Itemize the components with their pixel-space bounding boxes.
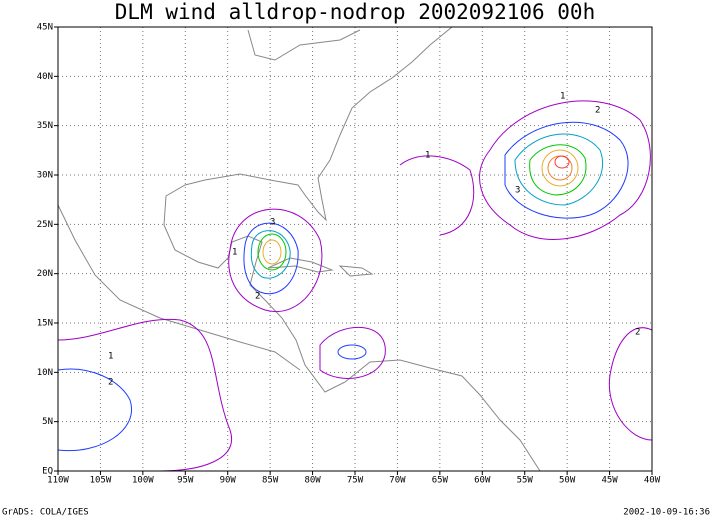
contour — [554, 155, 570, 169]
contour — [250, 230, 291, 279]
y-tick-label: 35N — [37, 121, 53, 131]
contour-label: 3 — [515, 186, 520, 196]
contour — [228, 208, 323, 312]
x-tick-label: 40W — [644, 476, 661, 486]
y-tick-label: 20N — [37, 269, 53, 279]
footer-left: GrADS: COLA/IGES — [2, 508, 89, 518]
y-tick-label: 30N — [37, 171, 53, 181]
y-tick-label: 15N — [37, 319, 53, 329]
contour-label: 1 — [560, 92, 565, 102]
y-tick-label: 40N — [37, 72, 53, 82]
x-tick-label: 90W — [220, 476, 237, 486]
x-tick-label: 60W — [474, 476, 491, 486]
coastline — [57, 26, 541, 472]
coastline — [163, 26, 453, 393]
contour — [529, 144, 587, 196]
x-tick-label: 95W — [177, 476, 194, 486]
x-tick-label: 105W — [90, 476, 112, 486]
y-tick-label: 45N — [37, 23, 53, 33]
island — [338, 265, 374, 277]
x-tick-label: 50W — [559, 476, 576, 486]
x-tick-label: 65W — [432, 476, 449, 486]
contour-label: 2 — [255, 292, 260, 302]
contour — [57, 368, 132, 452]
x-tick-label: 100W — [132, 476, 154, 486]
x-tick-label: 55W — [517, 476, 534, 486]
footer-right: 2002-10-09-16:36 — [623, 508, 710, 518]
x-tick-label: 45W — [601, 476, 618, 486]
x-tick-label: 75W — [347, 476, 364, 486]
contour-label: 1 — [108, 352, 113, 362]
contour-label: 1 — [232, 248, 237, 258]
contour — [504, 121, 629, 219]
y-tick-label: 5N — [42, 417, 53, 427]
x-tick-label: 85W — [262, 476, 279, 486]
coastline — [57, 204, 301, 371]
x-tick-label: 70W — [389, 476, 406, 486]
contour-label: 1 — [425, 151, 430, 161]
y-tick-label: EQ — [42, 467, 53, 477]
grid — [54, 26, 653, 475]
contour — [243, 222, 299, 295]
y-tick-label: 25N — [37, 220, 53, 230]
contour — [319, 326, 386, 379]
contour — [541, 149, 579, 187]
contours — [57, 100, 653, 472]
contour — [399, 155, 475, 236]
plot-frame — [57, 26, 653, 472]
contour-label: 2 — [108, 378, 113, 388]
contour-label: 2 — [635, 328, 640, 338]
contour — [57, 318, 233, 472]
contour — [262, 239, 282, 265]
contour — [337, 344, 367, 360]
x-tick-label: 80W — [304, 476, 321, 486]
title: DLM wind alldrop-nodrop 2002092106 00h — [115, 0, 595, 24]
contour — [479, 100, 651, 240]
contour — [608, 327, 653, 441]
contour — [257, 233, 287, 271]
y-tick-label: 10N — [37, 368, 53, 378]
contour-label: 3 — [270, 218, 275, 228]
coastline — [247, 29, 361, 61]
contour — [514, 133, 604, 206]
coastline — [344, 359, 541, 472]
contour-label: 2 — [595, 106, 600, 116]
x-tick-label: 110W — [47, 476, 69, 486]
